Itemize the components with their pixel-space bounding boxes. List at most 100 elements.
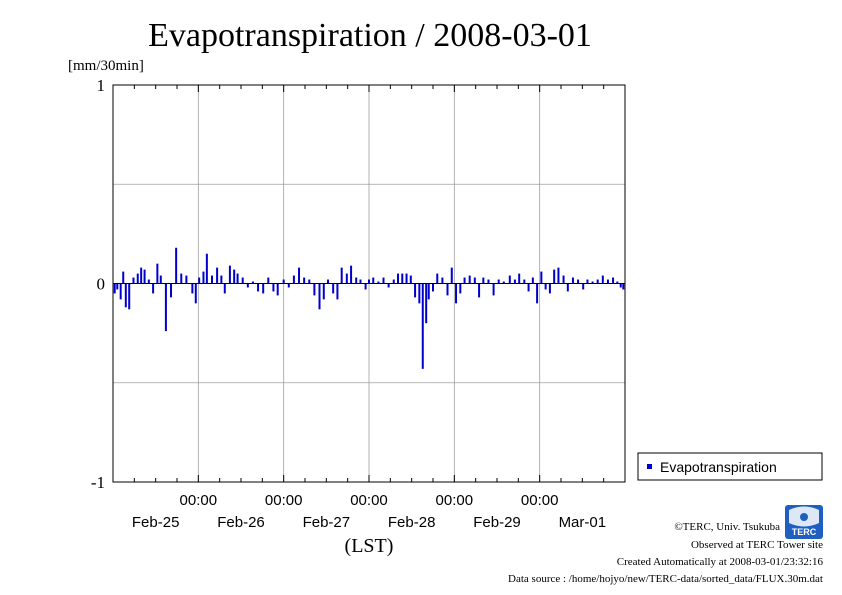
- bar: [287, 283, 290, 288]
- bar: [282, 279, 285, 284]
- time-tick-label: 00:00: [265, 492, 303, 509]
- bar: [355, 277, 358, 284]
- bar: [436, 273, 439, 284]
- bar: [216, 267, 219, 284]
- y-tick-label: 0: [97, 275, 106, 294]
- bar: [492, 283, 495, 296]
- date-tick-label: Feb-26: [217, 514, 265, 531]
- bar: [136, 273, 139, 284]
- bar: [455, 283, 458, 304]
- bar: [292, 275, 295, 284]
- bar: [544, 283, 547, 290]
- time-tick-label: 00:00: [350, 492, 388, 509]
- bar: [113, 283, 116, 294]
- bar: [382, 277, 385, 284]
- bar: [298, 267, 301, 284]
- bar: [327, 279, 330, 284]
- bar: [566, 283, 569, 292]
- bar: [571, 277, 574, 284]
- bar: [313, 283, 316, 296]
- bar: [531, 277, 534, 284]
- x-axis-label: (LST): [345, 535, 394, 557]
- bar: [409, 275, 412, 284]
- bar: [518, 273, 521, 284]
- bar: [487, 279, 490, 284]
- bar: [116, 283, 119, 290]
- bar: [336, 283, 339, 300]
- bar: [553, 269, 556, 284]
- bar: [557, 267, 560, 284]
- terc-logo: TERC: [785, 505, 823, 539]
- bar: [119, 283, 122, 300]
- bar: [147, 279, 150, 284]
- date-tick-label: Mar-01: [559, 514, 607, 531]
- bar: [205, 253, 208, 284]
- bar: [425, 283, 428, 324]
- bar: [414, 283, 417, 298]
- bar: [497, 279, 500, 284]
- bar: [536, 283, 539, 304]
- bar: [372, 277, 375, 284]
- bar: [392, 279, 395, 284]
- time-tick-label: 00:00: [180, 492, 218, 509]
- axes: [112, 84, 626, 483]
- bar: [612, 277, 615, 284]
- bar: [468, 275, 471, 284]
- bar: [421, 283, 424, 369]
- bar: [459, 283, 462, 294]
- footer-copyright: ©TERC, Univ. Tsukuba: [674, 521, 780, 533]
- bar: [586, 279, 589, 284]
- bar: [591, 281, 594, 284]
- footer-site: Observed at TERC Tower site: [691, 539, 823, 551]
- bar: [267, 277, 270, 284]
- bar: [473, 277, 476, 284]
- bar: [332, 283, 335, 294]
- bar: [124, 283, 127, 308]
- bar: [233, 269, 236, 284]
- bar: [401, 273, 404, 284]
- bar: [562, 275, 565, 284]
- date-tick-label: Feb-27: [303, 514, 351, 531]
- bar: [140, 267, 143, 284]
- bar: [345, 273, 348, 284]
- bar: [251, 281, 254, 284]
- bar: [463, 277, 466, 284]
- legend-swatch: [647, 464, 652, 469]
- bar: [446, 283, 449, 296]
- bar: [132, 277, 135, 284]
- bar: [180, 273, 183, 284]
- bar: [223, 283, 226, 294]
- y-tick-labels: 1 0 -1: [91, 76, 105, 492]
- bar: [198, 277, 201, 284]
- time-tick-label: 00:00: [436, 492, 474, 509]
- legend-label: Evapotranspiration: [660, 459, 777, 475]
- bar: [318, 283, 321, 310]
- date-tick-label: Feb-28: [388, 514, 436, 531]
- footer-created: Created Automatically at 2008-03-01/23:3…: [617, 556, 824, 568]
- date-tick-label: Feb-25: [132, 514, 180, 531]
- bar: [236, 273, 239, 284]
- y-tick-label: 1: [97, 76, 106, 95]
- bar: [228, 265, 231, 284]
- data-bars: [113, 247, 625, 369]
- bar: [582, 283, 585, 290]
- bar: [156, 263, 159, 284]
- date-tick-label: Feb-29: [473, 514, 521, 531]
- bar: [364, 283, 367, 290]
- bar: [619, 283, 622, 288]
- bar: [152, 283, 155, 294]
- bar: [194, 283, 197, 304]
- bar: [175, 247, 178, 284]
- bar: [272, 283, 275, 292]
- bar: [159, 275, 162, 284]
- bar: [427, 283, 430, 300]
- bar: [220, 275, 223, 284]
- y-axis-label: [mm/30min]: [68, 58, 144, 74]
- bar: [577, 279, 580, 284]
- bar: [548, 283, 551, 294]
- bar: [322, 283, 325, 300]
- bar: [502, 281, 505, 284]
- bar: [540, 271, 543, 284]
- bar: [523, 279, 526, 284]
